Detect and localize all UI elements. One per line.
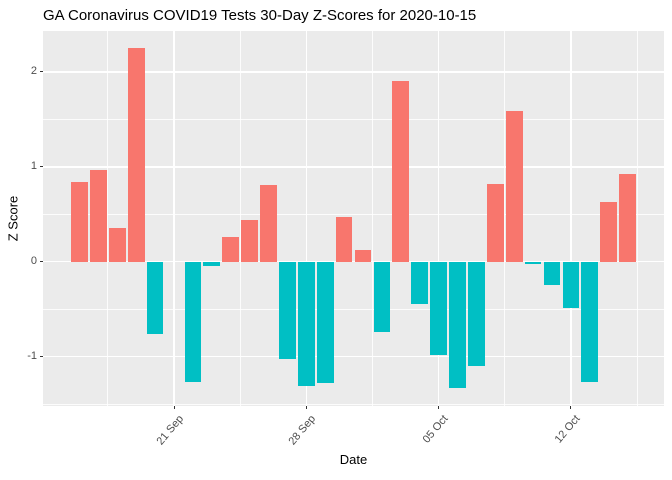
- x-minor-gridline: [504, 31, 506, 406]
- bar-06-oct: [449, 261, 466, 388]
- bar-13-oct: [581, 261, 599, 383]
- bar-16-sep: [71, 181, 88, 262]
- x-minor-gridline: [636, 31, 638, 406]
- y-tick-label: 2: [30, 65, 37, 78]
- bar-03-oct: [392, 81, 410, 262]
- bar-27-sep: [279, 261, 296, 359]
- bar-04-oct: [411, 261, 429, 305]
- x-tick-label: 05 Oct: [420, 413, 451, 446]
- bar-02-oct: [373, 261, 391, 332]
- bar-12-oct: [562, 261, 580, 309]
- bar-18-sep: [108, 227, 126, 262]
- y-tick-label: -1: [27, 350, 37, 363]
- y-minor-gridline: [43, 403, 664, 405]
- x-major-gridline: [570, 31, 572, 406]
- x-major-gridline: [437, 31, 440, 406]
- x-tick-label: 12 Oct: [553, 413, 584, 446]
- bar-14-oct: [600, 201, 618, 262]
- bar-25-sep: [241, 219, 258, 262]
- x-tick-mark: [570, 406, 572, 409]
- x-tick-mark: [305, 406, 307, 409]
- y-major-gridline: [43, 355, 664, 358]
- y-tick-mark: [40, 71, 43, 73]
- bar-10-oct: [524, 261, 542, 264]
- y-tick-label: 1: [30, 160, 37, 173]
- y-minor-gridline: [43, 308, 664, 310]
- bar-01-oct: [354, 250, 372, 262]
- bar-19-sep: [127, 48, 145, 262]
- bar-08-oct: [486, 183, 504, 262]
- y-major-gridline: [43, 260, 664, 263]
- bar-26-sep: [260, 184, 277, 262]
- y-major-gridline: [43, 71, 664, 73]
- bar-09-oct: [505, 110, 523, 262]
- x-minor-gridline: [239, 31, 241, 406]
- x-tick-label: 28 Sep: [286, 413, 319, 448]
- bar-28-sep: [297, 261, 315, 387]
- y-major-gridline: [43, 166, 664, 168]
- bar-15-oct: [619, 174, 636, 262]
- y-tick-mark: [40, 356, 43, 358]
- bar-11-oct: [543, 261, 561, 286]
- y-minor-gridline: [43, 213, 664, 215]
- bar-29-sep: [316, 261, 334, 384]
- y-axis-title: Z Score: [5, 195, 21, 242]
- chart-title: GA Coronavirus COVID19 Tests 30-Day Z-Sc…: [43, 7, 477, 24]
- x-tick-mark: [438, 406, 440, 409]
- bar-17-sep: [90, 169, 107, 262]
- bar-23-sep: [203, 261, 221, 267]
- bar-22-sep: [184, 261, 202, 383]
- x-minor-gridline: [371, 31, 373, 406]
- plot-panel: [43, 31, 664, 406]
- bar-24-sep: [222, 237, 240, 262]
- y-minor-gridline: [43, 118, 664, 120]
- x-major-gridline: [305, 31, 308, 406]
- x-major-gridline: [173, 31, 175, 406]
- x-tick-label: 21 Sep: [154, 413, 187, 448]
- bar-20-sep: [146, 261, 164, 334]
- bar-30-sep: [335, 217, 353, 262]
- y-tick-mark: [40, 261, 43, 263]
- bar-07-oct: [468, 261, 485, 367]
- y-tick-mark: [40, 166, 43, 168]
- x-minor-gridline: [107, 31, 109, 406]
- x-axis-title: Date: [339, 452, 368, 467]
- y-tick-label: 0: [30, 255, 37, 268]
- bar-05-oct: [430, 261, 447, 355]
- x-tick-mark: [173, 406, 175, 409]
